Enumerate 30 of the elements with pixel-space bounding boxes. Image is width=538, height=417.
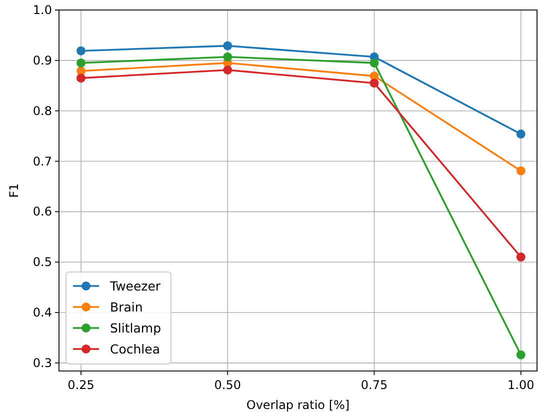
y-tick-label: 0.7 [32,154,52,168]
x-tick-label: 0.25 [68,378,94,392]
y-tick-label: 0.6 [32,204,52,219]
point [223,52,232,62]
point [76,58,86,68]
legend-label: Slitlamp [110,320,162,336]
point [516,252,526,262]
y-tick-label: 0.3 [32,356,52,370]
legend-label: Cochlea [110,342,160,356]
point [516,130,526,139]
x-axis-title: Overlap ratio [%] [246,398,350,412]
legend-label: Brain [110,300,143,314]
x-tick-label: 0.50 [214,378,241,392]
legend-label: Tweezer [109,278,162,294]
point [370,78,379,88]
y-tick-label: 1.0 [32,3,52,17]
y-tick-label: 0.5 [32,255,52,270]
point [76,46,86,56]
point [516,166,526,176]
y-tick-label: 0.4 [32,306,52,320]
x-tick-label: 0.75 [360,378,388,392]
y-tick-label: 0.8 [32,104,52,118]
point [223,41,232,50]
y-tick-label: 0.9 [32,53,52,68]
point [370,58,379,68]
point [223,66,232,74]
point [516,350,526,360]
point [76,74,86,83]
x-tick-label: 1.00 [508,378,534,392]
y-axis-title: F1 [7,183,21,198]
